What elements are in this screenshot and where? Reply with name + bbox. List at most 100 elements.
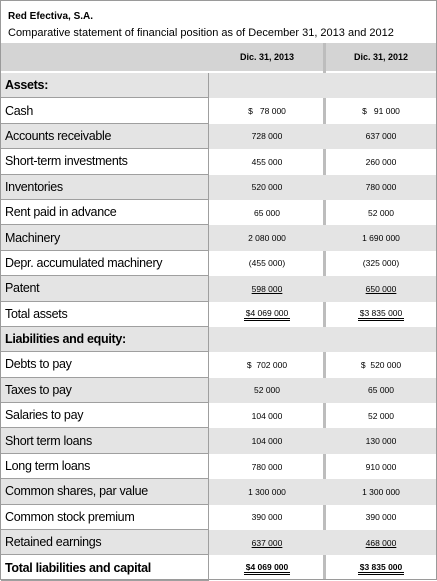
value-2013 xyxy=(211,73,323,98)
amount: 728 000 xyxy=(251,131,283,142)
value-2013: $ 702 000 xyxy=(211,352,323,377)
table-row: Accounts receivable 728 000 637 000 xyxy=(1,123,436,150)
row-label: Assets: xyxy=(1,73,209,99)
value-2012: $ 91 000 xyxy=(326,98,436,123)
row-label: Rent paid in advance xyxy=(1,199,209,226)
amount: 52 000 xyxy=(254,385,280,396)
row-label: Short-term investments xyxy=(1,149,209,175)
company-name: Red Efectiva, S.A. xyxy=(8,11,94,22)
value-2012: 1 690 000 xyxy=(326,225,436,250)
table-row: Short-term investments 455 000 260 000 xyxy=(1,149,436,175)
amount: 390 000 xyxy=(251,512,283,523)
value-2012: $3 835 000 xyxy=(326,302,436,327)
value-2012: 637 000 xyxy=(326,124,436,149)
row-label: Retained earnings xyxy=(1,530,209,556)
amount: $ 78 000 xyxy=(248,106,286,117)
value-2012: 910 000 xyxy=(326,454,436,479)
value-2012: 130 000 xyxy=(326,428,436,453)
statement-rows: Assets: Cash $ 78 000 $ 91 000 Accounts rece… xyxy=(1,73,436,581)
value-2012: 65 000 xyxy=(326,378,436,403)
amount: $3 835 000 xyxy=(357,308,405,321)
amount: 2 080 000 xyxy=(248,233,286,244)
value-2013: 637 000 xyxy=(211,530,323,555)
value-2012 xyxy=(326,327,436,352)
table-row: Machinery 2 080 000 1 690 000 xyxy=(1,225,436,251)
row-label: Depr. accumulated machinery xyxy=(1,250,209,277)
row-label: Common stock premium xyxy=(1,504,209,531)
table-row: Salaries to pay 104 000 52 000 xyxy=(1,403,436,429)
row-label: Long term loans xyxy=(1,453,209,480)
value-2013: 52 000 xyxy=(211,378,323,403)
table-row: Debts to pay $ 702 000 $ 520 000 xyxy=(1,352,436,378)
amount: 65 000 xyxy=(254,207,280,218)
row-label: Inventories xyxy=(1,174,209,200)
table-row: Common stock premium 390 000 390 000 xyxy=(1,504,436,531)
value-2013: 104 000 xyxy=(211,428,323,453)
table-row: Cash $ 78 000 $ 91 000 xyxy=(1,98,436,124)
value-2013: 780 000 xyxy=(211,454,323,479)
amount: 104 000 xyxy=(251,410,283,421)
value-2012: (325 000) xyxy=(326,251,436,276)
column-divider xyxy=(323,43,326,579)
table-row: Long term loans 780 000 910 000 xyxy=(1,453,436,480)
row-label: Accounts receivable xyxy=(1,123,209,150)
amount: (325 000) xyxy=(362,258,400,269)
row-label: Short term loans xyxy=(1,428,209,454)
value-2013: $4 069 000 xyxy=(211,302,323,327)
value-2013: 598 000 xyxy=(211,276,323,301)
table-row: Taxes to pay 52 000 65 000 xyxy=(1,377,436,404)
row-label: Debts to pay xyxy=(1,352,209,378)
section-row: Assets: xyxy=(1,73,436,99)
row-label: Total assets xyxy=(1,301,209,327)
value-2013: 65 000 xyxy=(211,200,323,225)
amount: $ 91 000 xyxy=(362,106,400,117)
amount: 1 300 000 xyxy=(362,486,400,497)
amount: $ 702 000 xyxy=(246,359,288,370)
value-2013: $4 069 000 xyxy=(211,555,323,580)
label-column-header xyxy=(1,43,211,71)
value-2013: 390 000 xyxy=(211,505,323,530)
value-2012: $ 520 000 xyxy=(326,352,436,377)
row-label: Liabilities and equity: xyxy=(1,326,209,353)
amount: 780 000 xyxy=(365,182,397,193)
value-2013: 1 300 000 xyxy=(211,479,323,504)
row-label: Salaries to pay xyxy=(1,403,209,429)
value-2012: 468 000 xyxy=(326,530,436,555)
amount: 468 000 xyxy=(365,537,397,548)
value-2012: 780 000 xyxy=(326,175,436,200)
statement-header: Red Efectiva, S.A. Comparative statement… xyxy=(1,1,436,43)
value-2012: $3 835 000 xyxy=(326,555,436,580)
table-row: Total assets $4 069 000 $3 835 000 xyxy=(1,301,436,327)
amount: 1 300 000 xyxy=(248,486,286,497)
section-row: Liabilities and equity: xyxy=(1,326,436,353)
amount: $4 069 000 xyxy=(243,562,291,575)
value-2013: $ 78 000 xyxy=(211,98,323,123)
value-2013: (455 000) xyxy=(211,251,323,276)
amount: 780 000 xyxy=(251,461,283,472)
amount: $3 835 000 xyxy=(357,562,405,575)
table-row: Common shares, par value 1 300 000 1 300 0… xyxy=(1,479,436,505)
amount: 52 000 xyxy=(368,410,394,421)
statement-subtitle: Comparative statement of financial posit… xyxy=(8,27,394,39)
amount: 52 000 xyxy=(368,207,394,218)
amount: 65 000 xyxy=(368,385,394,396)
total-row: Total liabilities and capital $4 069 000 $… xyxy=(1,555,436,581)
value-2013: 520 000 xyxy=(211,175,323,200)
table-row: Short term loans 104 000 130 000 xyxy=(1,428,436,454)
table-row: Rent paid in advance 65 000 52 000 xyxy=(1,199,436,226)
amount: 390 000 xyxy=(365,512,397,523)
table-row: Retained earnings 637 000 468 000 xyxy=(1,530,436,556)
amount: 520 000 xyxy=(251,182,283,193)
amount: $ 520 000 xyxy=(360,359,402,370)
amount: 260 000 xyxy=(365,156,397,167)
table-row: Depr. accumulated machinery (455 000) (325… xyxy=(1,250,436,277)
table-row: Patent 598 000 650 000 xyxy=(1,276,436,302)
amount: 637 000 xyxy=(365,131,397,142)
value-2012: 1 300 000 xyxy=(326,479,436,504)
column-header-2012: Dic. 31, 2012 xyxy=(326,43,436,71)
amount: 1 690 000 xyxy=(362,233,400,244)
amount: 637 000 xyxy=(251,537,283,548)
value-2012: 260 000 xyxy=(326,149,436,174)
value-2013: 104 000 xyxy=(211,403,323,428)
